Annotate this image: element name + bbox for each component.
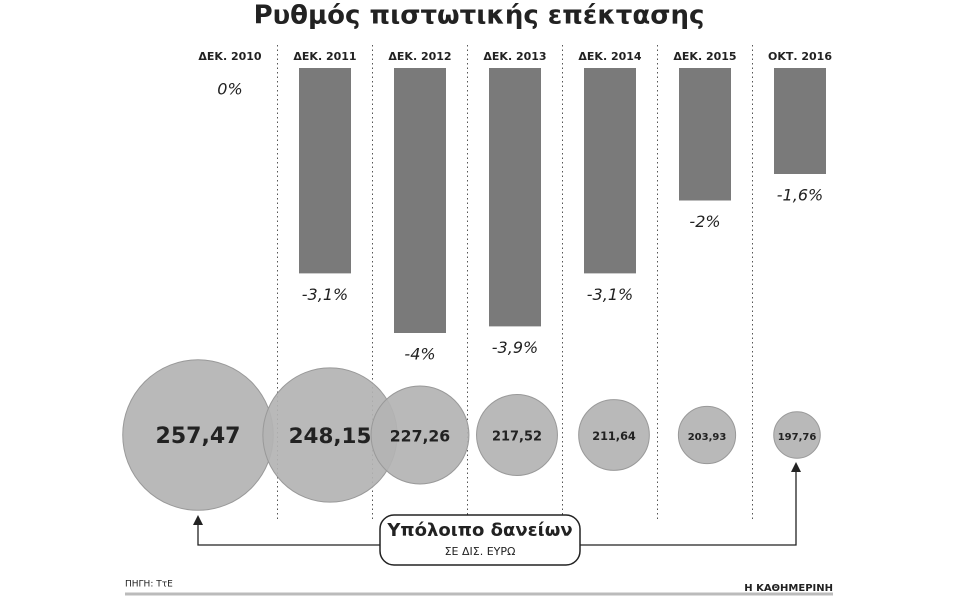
bar <box>679 68 731 201</box>
value-label: -4% <box>404 345 435 364</box>
bar <box>299 68 351 274</box>
bubble-subtitle: ΣΕ ΔΙΣ. ΕΥΡΩ <box>445 545 516 558</box>
value-label: -3,9% <box>492 338 538 357</box>
bar <box>394 68 446 333</box>
value-label: -3,1% <box>587 285 633 304</box>
bubble-label: 257,47 <box>156 424 241 449</box>
category-label: ΔΕΚ. 2011 <box>293 50 356 63</box>
value-label: 0% <box>217 80 242 99</box>
bar <box>774 68 826 174</box>
category-label: ΟΚΤ. 2016 <box>768 50 832 63</box>
bubble <box>677 405 737 465</box>
bar <box>489 68 541 327</box>
credit: Η ΚΑΘΗΜΕΡΙΝΗ <box>744 583 833 594</box>
chart-title: Ρυθμός πιστωτικής επέκτασης <box>254 1 705 31</box>
bubble-label: 248,15 <box>289 424 372 449</box>
category-label: ΔΕΚ. 2013 <box>483 50 546 63</box>
bubble-label: 217,52 <box>492 430 542 445</box>
value-label: -3,1% <box>302 285 348 304</box>
bubble <box>578 399 650 471</box>
bar <box>584 68 636 274</box>
bubble-title: Υπόλοιπο δανείων <box>386 520 572 541</box>
value-label: -1,6% <box>777 186 823 205</box>
value-label: -2% <box>689 212 720 231</box>
label-box <box>379 514 581 566</box>
category-label: ΔΕΚ. 2010 <box>198 50 262 63</box>
connector <box>197 465 797 546</box>
bubble-label: 227,26 <box>390 427 451 446</box>
bubble-label: 203,93 <box>688 432 727 443</box>
bubble-label: 197,76 <box>778 432 817 443</box>
bubble <box>476 394 558 476</box>
category-label: ΔΕΚ. 2014 <box>578 50 642 63</box>
bubble <box>773 411 821 459</box>
category-label: ΔΕΚ. 2012 <box>388 50 451 63</box>
source: ΠΗΓΗ: ΤτΕ <box>125 580 173 590</box>
category-label: ΔΕΚ. 2015 <box>673 50 736 63</box>
bubble-label: 211,64 <box>592 430 636 443</box>
bubble <box>370 385 470 485</box>
